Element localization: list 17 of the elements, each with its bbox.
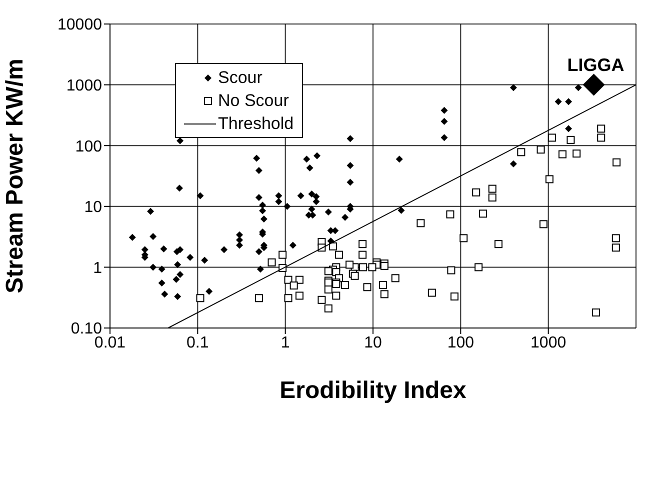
x-tick-label: 1 [280,334,290,352]
annotation: LIGGA [567,54,624,75]
x-tick-label: 100 [447,334,474,352]
y-tick-label: 10000 [58,16,102,34]
x-tick-label: 0.01 [94,334,126,352]
legend-label: Threshold [218,113,294,135]
y-axis-title: Stream Power KW/m [2,58,29,294]
legend-label: No Scour [218,90,289,112]
y-tick-label: 1000 [66,77,102,94]
x-tick-label: 0.1 [186,334,209,352]
x-axis-title: Erodibility Index [280,377,467,404]
y-tick-label: 10 [84,199,102,216]
y-tick-label: 1 [93,260,102,277]
y-tick-label: 100 [75,138,102,156]
x-tick-label: 10 [364,334,382,352]
x-tick-label: 1000 [530,334,566,352]
legend-label: Scour [218,67,262,89]
